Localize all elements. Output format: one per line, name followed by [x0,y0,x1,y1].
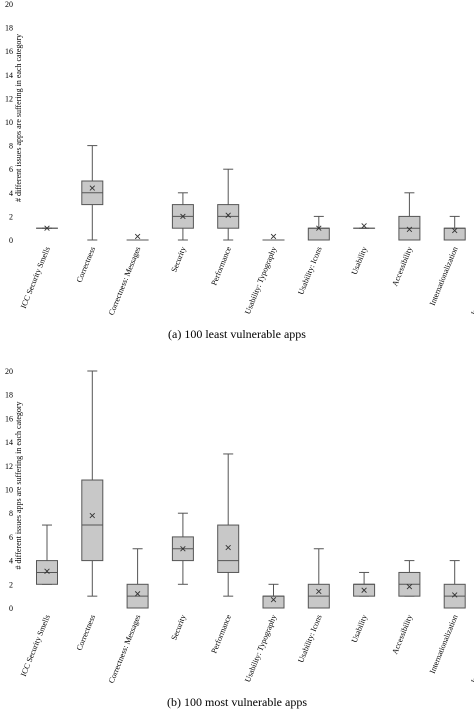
category-label: Performance [209,613,233,655]
y-tick-label: 14 [5,438,13,447]
mean-marker [406,583,413,590]
category-label: Usability [350,613,369,644]
box-iqr [307,227,330,241]
y-tick-label: 16 [5,47,13,56]
mean-marker [316,588,322,595]
category-label: Usability: Typography [243,613,278,683]
y-tick-label: 10 [5,118,13,127]
box-6 [262,233,285,241]
category-label: ICC Security Smells [19,245,52,309]
box-3 [126,233,149,241]
mean-marker [89,512,96,519]
mean-marker [44,225,50,231]
mean-marker [361,587,367,593]
category-label: Internationalization [428,245,460,306]
box-1 [36,225,58,231]
y-tick-label: 6 [9,533,13,542]
box-iqr [262,595,285,609]
y-tick-label: 14 [5,71,13,80]
category-label: Usability: Icons [296,245,323,296]
box-10 [443,215,466,241]
mean-marker [134,591,141,597]
category-label: Accessibility [390,245,414,287]
y-tick-label: 2 [9,580,13,589]
box-iqr [81,479,104,562]
category-label: Usability: Typography [243,245,278,315]
y-tick-label: 4 [9,557,13,566]
box-9 [398,560,421,597]
mean-marker [406,226,413,233]
mean-marker [451,592,458,598]
box-4 [171,512,194,585]
mean-marker [225,212,231,218]
y-axis-label: # different issues apps are suffering in… [14,401,23,569]
y-tick-label: 20 [5,0,13,9]
y-tick-label: 0 [9,236,13,245]
y-tick-label: 2 [9,212,13,221]
panel-least-vulnerable: 0 2 4 6 8 10 12 14 16 18 20 # different issues apps… [5,0,474,341]
box-7 [307,215,330,241]
category-label: Usability [350,245,369,276]
y-tick-label: 10 [5,486,13,495]
mean-marker [89,185,96,191]
box-8 [353,223,376,229]
box-2 [81,370,104,597]
category-label: Correctness [75,245,97,283]
mean-marker [180,213,186,220]
y-tick-label: 20 [5,367,13,376]
panel-caption: (b) 100 most vulnerable apps [167,695,307,709]
category-label: Correctness [75,613,97,651]
y-tick-label: 8 [9,142,13,151]
mean-marker [180,546,186,552]
box-6 [262,583,285,609]
box-9 [398,192,421,241]
y-tick-label: 18 [5,391,13,400]
y-tick-label: 12 [5,462,13,471]
mean-marker [270,233,277,240]
box-7 [307,548,330,609]
y-tick-label: 18 [5,24,13,33]
mean-marker [134,233,141,240]
box-3 [126,548,149,609]
y-tick-label: 12 [5,94,13,103]
y-tick-label: 4 [9,189,13,198]
panel-most-vulnerable: 0 2 4 6 8 10 12 14 16 18 20 # different issues apps… [5,367,474,709]
box-iqr [217,524,240,573]
mean-marker [451,227,458,234]
box-10 [443,560,466,609]
mean-marker [44,568,50,574]
box-8 [353,571,376,597]
mean-marker [361,223,367,229]
box-5 [217,453,240,597]
category-label: Correctness: Messages [107,613,143,684]
box-4 [171,192,194,241]
category-label: Security [169,245,187,273]
panel-caption: (a) 100 least vulnerable apps [168,327,306,341]
y-tick-label: 0 [9,604,13,613]
category-label: Performance [209,245,233,287]
category-label: Correctness: Messages [107,245,143,316]
y-tick-label: 8 [9,509,13,518]
y-tick-label: 16 [5,414,13,423]
category-label: Internat.: Bidirectional [469,613,474,685]
box-2 [81,145,104,241]
box-5 [217,168,240,241]
y-tick-label: 6 [9,165,13,174]
category-label: ICC Security Smells [19,613,52,677]
category-label: Internat.: Bidirectional [469,245,474,317]
category-label: Security [169,613,187,641]
box-1 [36,524,58,585]
category-label: Internationalization [428,613,460,674]
y-axis-label: # different issues apps are suffering in… [14,34,23,202]
category-label: Usability: Icons [296,613,323,664]
category-label: Accessibility [390,613,414,655]
mean-marker [316,225,322,231]
mean-marker [225,544,231,551]
mean-marker [270,596,277,603]
